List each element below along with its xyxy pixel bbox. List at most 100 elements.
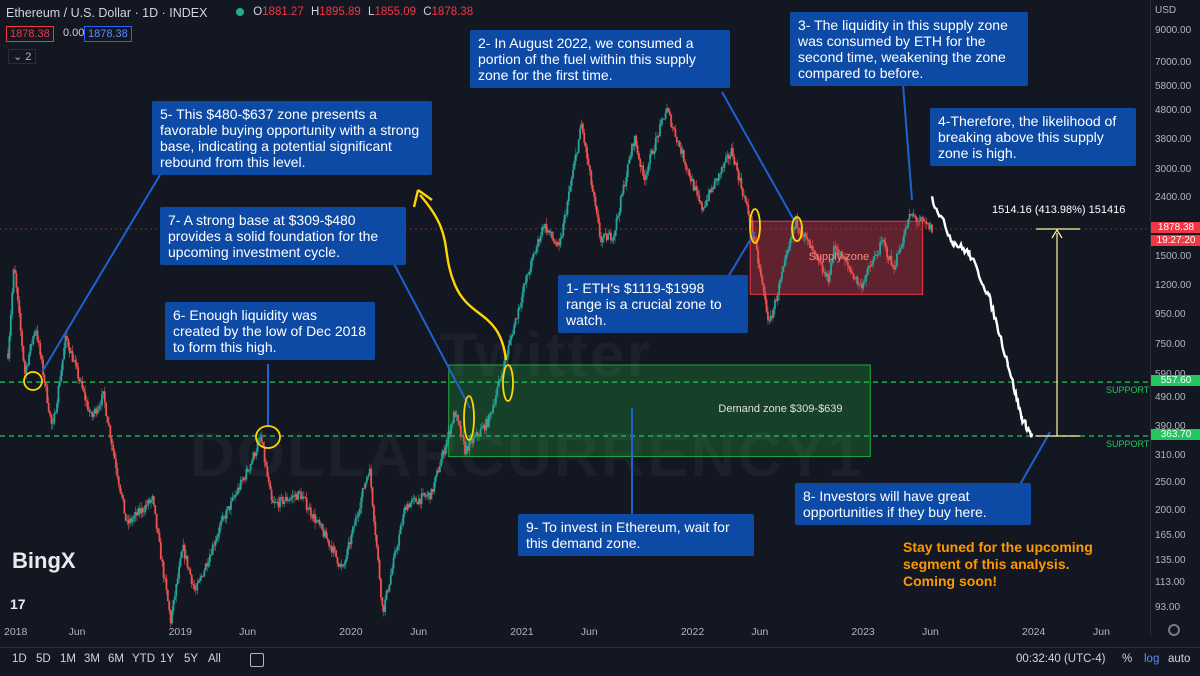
symbol-title[interactable]: Ethereum / U.S. Dollar · 1D · INDEX bbox=[6, 6, 208, 20]
candle-body bbox=[339, 564, 342, 567]
candle-body bbox=[567, 191, 570, 202]
candle-body bbox=[461, 435, 464, 437]
timeframe-button[interactable]: 5Y bbox=[184, 653, 199, 665]
candle-body bbox=[559, 238, 562, 246]
timeframe-button[interactable]: 1D bbox=[12, 653, 27, 665]
candle-body bbox=[741, 188, 744, 196]
candle-body bbox=[768, 320, 771, 321]
timeframe-button[interactable]: 1Y bbox=[160, 653, 175, 665]
indicators-toggle[interactable]: ⌄ 2 bbox=[8, 49, 37, 64]
candle-body bbox=[176, 578, 179, 585]
candle-body bbox=[50, 414, 53, 424]
candle-body bbox=[478, 435, 481, 437]
candle-body bbox=[182, 544, 185, 552]
candle-body bbox=[234, 495, 237, 498]
buy-price-chip[interactable]: 1878.38 bbox=[84, 26, 132, 42]
settings-gear-icon[interactable] bbox=[1168, 624, 1180, 636]
candle-body bbox=[64, 335, 67, 349]
candle-body bbox=[757, 249, 760, 264]
candle-body bbox=[818, 260, 821, 263]
pointer-note-8 bbox=[1017, 431, 1051, 489]
log-scale-button[interactable]: log bbox=[1144, 653, 1160, 665]
candle-body bbox=[173, 596, 176, 600]
candle-body bbox=[790, 237, 793, 239]
candle-body bbox=[473, 435, 476, 438]
sell-price-chip[interactable]: 1878.38 bbox=[6, 26, 54, 42]
candle-body bbox=[614, 230, 617, 237]
timeframe-button[interactable]: 1M bbox=[60, 653, 76, 665]
candle-body bbox=[316, 520, 319, 521]
candle-body bbox=[101, 394, 103, 406]
candle-body bbox=[335, 550, 337, 558]
candle-body bbox=[281, 497, 284, 504]
price-tick: 2400.00 bbox=[1155, 192, 1192, 204]
timeframe-button[interactable]: 6M bbox=[108, 653, 124, 665]
candle-body bbox=[389, 574, 392, 585]
candle-body bbox=[401, 524, 403, 526]
candle-body bbox=[633, 135, 636, 147]
support-label-lower: SUPPORT bbox=[1106, 439, 1150, 450]
percent-scale-button[interactable]: % bbox=[1122, 653, 1133, 665]
time-tick: 2018 bbox=[4, 626, 28, 638]
candle-body bbox=[736, 162, 738, 170]
projection-path bbox=[930, 196, 1034, 438]
candle-body bbox=[708, 189, 710, 201]
candle-body bbox=[816, 254, 818, 257]
candle-body bbox=[336, 557, 339, 564]
candle-body bbox=[706, 200, 709, 202]
candle-body bbox=[300, 492, 302, 500]
timeframe-button[interactable]: All bbox=[208, 653, 221, 665]
candle-body bbox=[298, 491, 301, 493]
candle-body bbox=[804, 233, 807, 238]
candle-body bbox=[513, 325, 516, 335]
candle-body bbox=[755, 241, 758, 250]
candle-body bbox=[912, 214, 915, 216]
candle-body bbox=[660, 119, 663, 124]
candle-body bbox=[228, 506, 231, 510]
open-label: O bbox=[253, 6, 263, 18]
candle-body bbox=[622, 184, 625, 194]
candle-body bbox=[40, 354, 43, 360]
price-axis[interactable]: USD 9000.00 7000.00 5800.00 4800.00 3800.00 3… bbox=[1150, 0, 1200, 636]
candle-body bbox=[919, 217, 922, 221]
candle-body bbox=[350, 533, 353, 545]
candle-body bbox=[814, 252, 817, 255]
candle-body bbox=[23, 360, 26, 374]
candle-body bbox=[72, 360, 75, 362]
currency-label: USD bbox=[1155, 5, 1177, 16]
candle-body bbox=[138, 508, 141, 514]
candle-body bbox=[85, 400, 88, 402]
candle-body bbox=[584, 142, 587, 147]
candle-body bbox=[159, 541, 162, 560]
auto-scale-button[interactable]: auto bbox=[1168, 653, 1191, 665]
market-status-icon bbox=[236, 7, 244, 16]
candle-body bbox=[767, 311, 769, 321]
candle-body bbox=[89, 411, 92, 413]
candle-body bbox=[94, 408, 96, 414]
candle-body bbox=[802, 235, 804, 238]
candle-body bbox=[190, 574, 193, 584]
calendar-icon[interactable] bbox=[250, 653, 264, 667]
candle-body bbox=[743, 195, 746, 197]
candle-body bbox=[448, 431, 451, 435]
candle-body bbox=[762, 283, 765, 292]
candle-body bbox=[733, 156, 736, 165]
candle-body bbox=[751, 220, 754, 233]
price-chart[interactable] bbox=[0, 0, 1150, 640]
candle-body bbox=[681, 149, 684, 154]
candle-body bbox=[553, 240, 556, 244]
candle-body bbox=[110, 438, 113, 445]
candle-body bbox=[39, 342, 42, 355]
timeframe-button[interactable]: 3M bbox=[84, 653, 100, 665]
candle-body bbox=[593, 191, 595, 197]
timeframe-button[interactable]: YTD bbox=[132, 653, 155, 665]
candle-body bbox=[542, 226, 545, 229]
timeframe-button[interactable]: 5D bbox=[36, 653, 51, 665]
candle-body bbox=[872, 260, 874, 265]
candle-body bbox=[51, 423, 54, 425]
candle-body bbox=[535, 246, 538, 253]
price-tick: 390.00 bbox=[1155, 421, 1186, 433]
candle-body bbox=[44, 382, 47, 387]
candle-body bbox=[249, 464, 252, 471]
candle-body bbox=[795, 216, 797, 227]
